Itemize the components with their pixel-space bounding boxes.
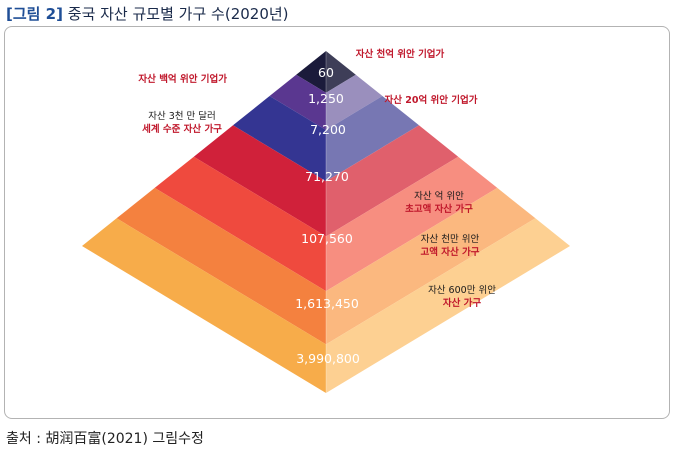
tier-3-description-line-1: 자산 20억 위안 기업가	[384, 94, 477, 106]
pyramid-tier-7-right-face	[326, 218, 570, 393]
tier-6-description-line-2: 고액 자산 가구	[420, 246, 479, 258]
tier-5-value-label: 107,560	[301, 231, 353, 246]
tier-6-value-label: 1,613,450	[295, 296, 359, 311]
tier-2-value-label: 1,250	[308, 91, 344, 106]
tier-2-description-line-1: 자산 백억 위안 기업가	[138, 73, 227, 85]
pyramid-tier-1-right-face	[326, 51, 356, 93]
pyramid-tier-3-left-face	[233, 96, 326, 182]
pyramid-tier-3-right-face	[326, 96, 419, 182]
tier-1-description-line-1: 자산 천억 위안 기업가	[356, 48, 445, 60]
pyramid-tier-5-left-face	[154, 156, 326, 292]
figure-number: [그림 2]	[6, 5, 63, 23]
tier-6-description-line-1: 자산 천만 위안	[421, 233, 480, 245]
pyramid-chart: 60 자산 천억 위안 기업가 1,250 자산 백억 위안 기업가 7,200 자산 2…	[82, 48, 570, 393]
tier-5-description-line-2: 초고액 자산 가구	[405, 203, 473, 215]
tier-1-value-label: 60	[318, 65, 334, 80]
tier-5-description-line-1: 자산 억 위안	[414, 190, 464, 202]
pyramid-tier-2-left-face	[269, 74, 326, 130]
pyramid-tier-6-left-face	[116, 187, 326, 345]
pyramid-tier-1-left-face	[296, 51, 326, 93]
tier-4-description-line-1: 자산 3천 만 달러	[148, 110, 216, 122]
figure-title: [그림 2] 중국 자산 규모별 가구 수(2020년)	[6, 3, 289, 24]
pyramid-tier-4-right-face	[326, 125, 459, 237]
pyramid-tier-6-right-face	[326, 187, 536, 345]
tier-7-value-label: 3,990,800	[296, 351, 360, 366]
figure-title-text: 중국 자산 규모별 가구 수(2020년)	[67, 5, 289, 23]
tier-7-description-line-2: 자산 가구	[443, 297, 482, 309]
pyramid-tier-2-right-face	[326, 74, 383, 130]
tier-3-value-label: 7,200	[310, 122, 346, 137]
tier-7-description-line-1: 자산 600만 위안	[428, 284, 496, 296]
pyramid-tier-4-left-face	[193, 125, 326, 237]
tier-4-value-label: 71,270	[305, 169, 349, 184]
tier-4-description-line-2: 세계 수준 자산 가구	[142, 123, 222, 135]
pyramid-tier-5-right-face	[326, 156, 498, 292]
pyramid-tier-7-left-face	[82, 218, 326, 393]
chart-frame: 60 자산 천억 위안 기업가 1,250 자산 백억 위안 기업가 7,200 자산 2…	[4, 26, 670, 419]
source-note: 출처 : 胡润百富(2021) 그림수정	[6, 431, 204, 447]
